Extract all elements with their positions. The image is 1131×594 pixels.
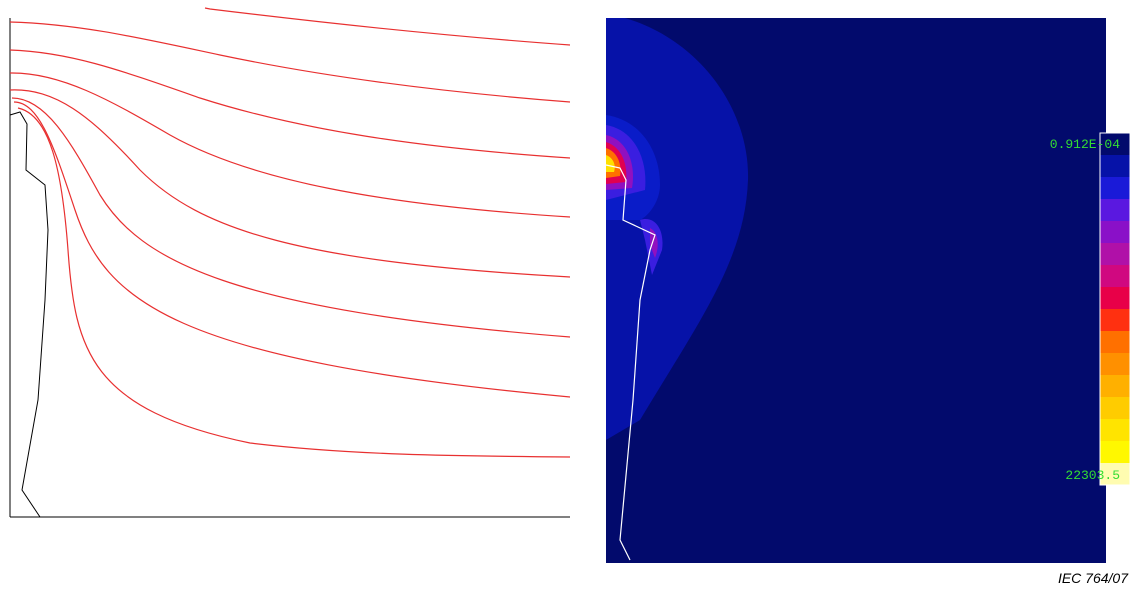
color-bar-swatch [1100, 331, 1130, 354]
insulator-outline [605, 164, 656, 561]
equipotential-line [9, 72, 571, 218]
equipotential-line [9, 49, 571, 159]
equipotential-line [9, 21, 571, 103]
field-halo [606, 18, 749, 440]
insulator-outline [9, 111, 49, 518]
color-bar-swatch [1100, 441, 1130, 464]
color-bar-swatch [1100, 419, 1130, 442]
color-bar-swatch [1100, 353, 1130, 376]
equipotential-line [11, 97, 571, 338]
equipotential-line [204, 7, 571, 46]
color-bar-swatch [1100, 375, 1130, 398]
equipotential-line [13, 101, 571, 398]
color-bar-swatch [1100, 397, 1130, 420]
field-panel [605, 18, 1106, 563]
caption: IEC 764/07 [1058, 570, 1129, 586]
color-bar-bottom-label: 22303.5 [1065, 468, 1120, 483]
color-bar-swatch [1100, 155, 1130, 178]
equipotential-panel [9, 7, 571, 518]
field-region [650, 228, 658, 258]
equipotential-lines [9, 7, 571, 458]
equipotential-line [9, 89, 571, 278]
field-region [606, 155, 615, 172]
color-bar [1100, 133, 1130, 486]
color-bar-swatch [1100, 243, 1130, 266]
color-bar-swatch [1100, 221, 1130, 244]
color-bar-swatch [1100, 177, 1130, 200]
equipotential-line [17, 107, 571, 458]
color-bar-swatch [1100, 199, 1130, 222]
color-bar-swatch [1100, 287, 1130, 310]
color-bar-swatch [1100, 265, 1130, 288]
color-bar-top-label: 0.912E-04 [1050, 137, 1120, 152]
color-bar-swatch [1100, 133, 1130, 156]
color-bar-frame [1099, 132, 1131, 486]
color-bar-swatch [1100, 463, 1130, 486]
color-bar-swatch [1100, 309, 1130, 332]
